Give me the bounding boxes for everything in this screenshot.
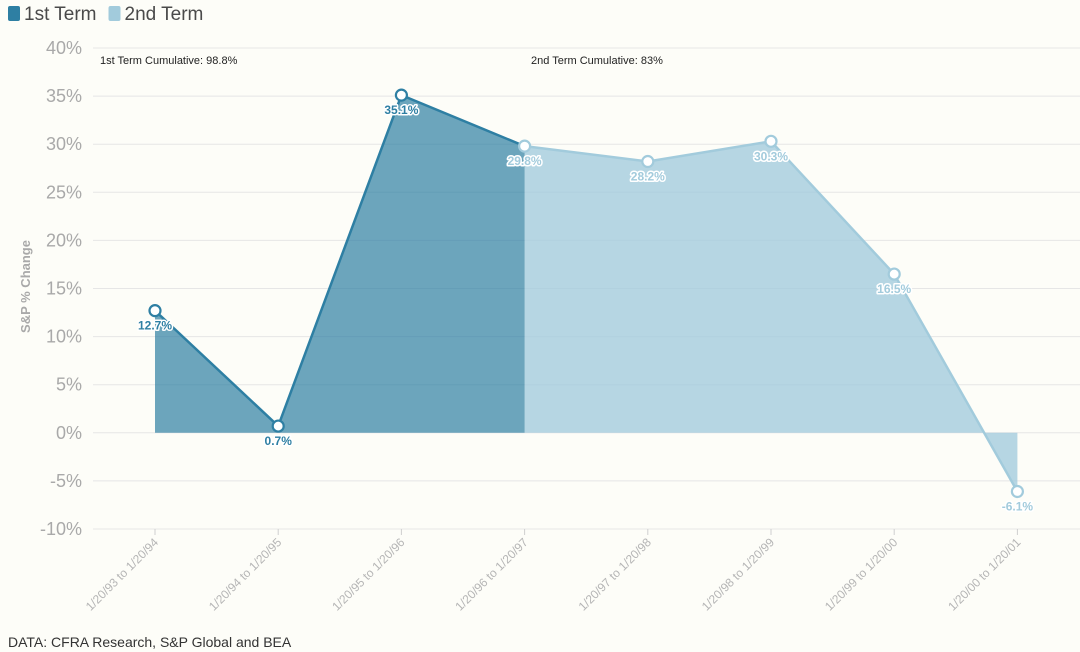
- y-tick-label: 0%: [56, 423, 82, 443]
- source-note: DATA: CFRA Research, S&P Global and BEA: [8, 634, 292, 650]
- data-point[interactable]: [887, 267, 901, 281]
- data-label: 28.2%: [631, 170, 665, 184]
- line-1st-term: [154, 93, 526, 428]
- y-axis-label: S&P % Change: [18, 240, 33, 333]
- data-point[interactable]: [1010, 484, 1025, 499]
- x-tick-label: 1/20/96 to 1/20/97: [452, 535, 531, 614]
- annotation-2nd-term-cumulative: 2nd Term Cumulative: 83%: [531, 55, 663, 67]
- data-point[interactable]: [517, 139, 532, 153]
- area-2nd-term: [524, 141, 1018, 492]
- x-tick-label: 1/20/99 to 1/20/00: [822, 535, 901, 614]
- y-tick-label: 5%: [56, 375, 82, 395]
- data-point[interactable]: [764, 134, 778, 148]
- x-tick-label: 1/20/94 to 1/20/95: [206, 535, 285, 614]
- y-tick-label: 40%: [46, 38, 82, 58]
- y-tick-label: 15%: [46, 279, 82, 299]
- annotation-1st-term-cumulative: 1st Term Cumulative: 98.8%: [100, 55, 238, 67]
- y-tick-label: 25%: [46, 182, 82, 202]
- data-label: 35.1%: [384, 103, 418, 117]
- data-label: 0.7%: [265, 434, 293, 448]
- legend-item-label[interactable]: 1st Term: [24, 4, 97, 25]
- legend-swatch: [8, 6, 20, 21]
- legend-swatch: [108, 6, 121, 21]
- x-tick-label: 1/20/98 to 1/20/99: [699, 535, 778, 614]
- data-label: 12.7%: [138, 319, 172, 333]
- y-tick-label: -10%: [40, 519, 82, 539]
- y-tick-label: 35%: [46, 86, 82, 106]
- x-tick-label: 1/20/95 to 1/20/96: [329, 535, 408, 614]
- y-tick-label: 10%: [46, 327, 82, 347]
- y-tick-label: -5%: [50, 471, 82, 491]
- x-tick-label: 1/20/97 to 1/20/98: [576, 535, 655, 614]
- data-label: -6.1%: [1002, 499, 1034, 513]
- data-point[interactable]: [148, 304, 162, 318]
- y-tick-label: 20%: [46, 230, 82, 250]
- data-label: 16.5%: [877, 282, 911, 296]
- data-label: 29.8%: [508, 154, 542, 168]
- data-point[interactable]: [271, 419, 285, 433]
- y-tick-label: 30%: [46, 134, 82, 154]
- legend-item-label[interactable]: 2nd Term: [125, 4, 204, 25]
- data-point[interactable]: [641, 154, 655, 169]
- x-tick-label: 1/20/00 to 1/20/01: [945, 535, 1024, 614]
- data-label: 30.3%: [754, 149, 788, 163]
- data-point[interactable]: [394, 88, 408, 102]
- x-tick-label: 1/20/93 to 1/20/94: [83, 535, 162, 614]
